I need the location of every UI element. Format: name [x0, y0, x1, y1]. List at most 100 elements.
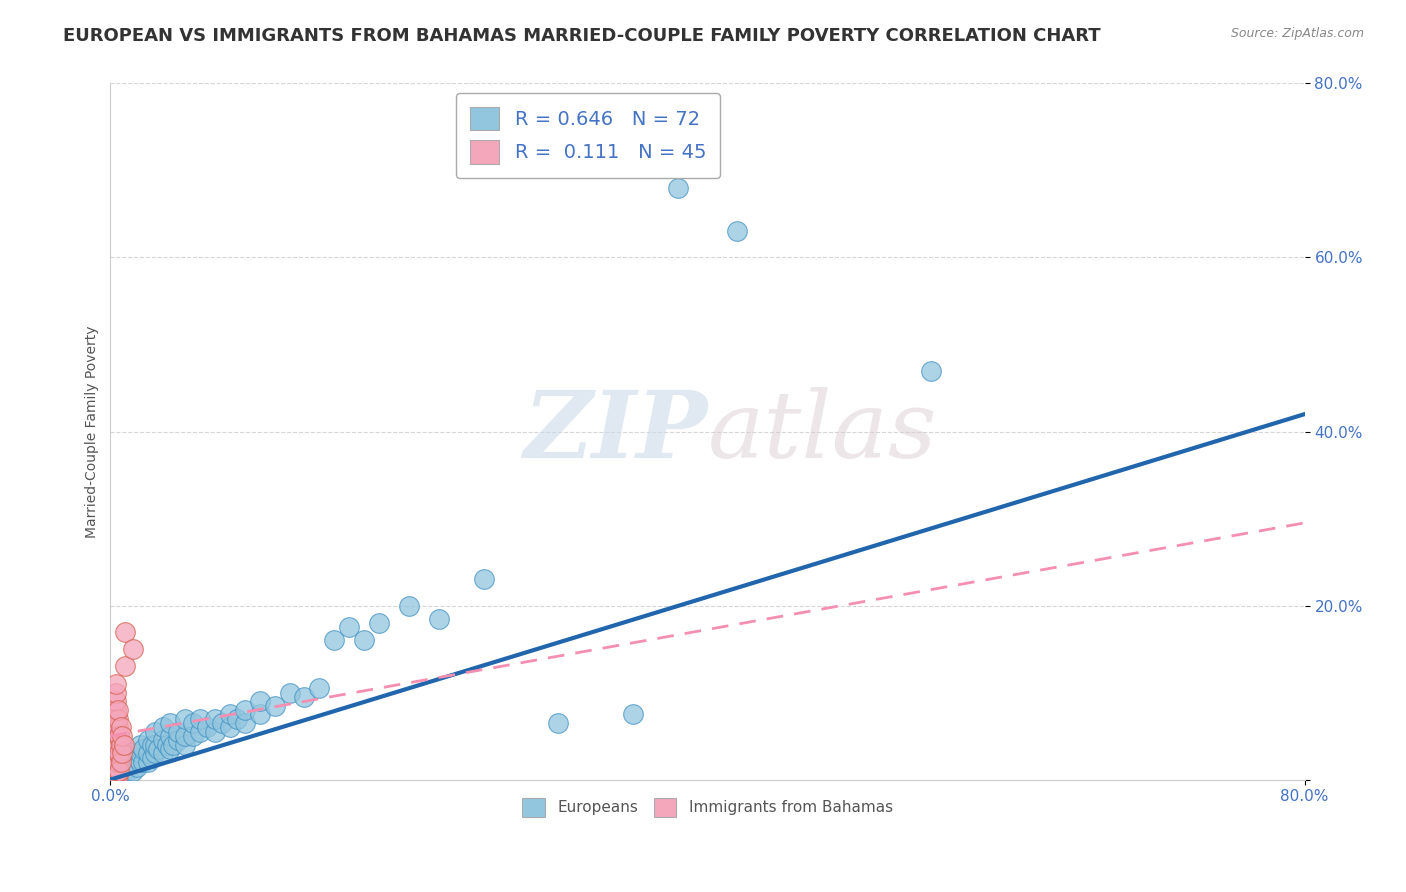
Point — [107, 755, 129, 769]
Point — [108, 729, 131, 743]
Point — [108, 747, 131, 761]
Point — [249, 707, 271, 722]
Point — [107, 764, 129, 778]
Point — [105, 729, 128, 743]
Point — [159, 729, 181, 743]
Point — [112, 738, 135, 752]
Point — [141, 738, 163, 752]
Point — [117, 751, 139, 765]
Point — [204, 712, 226, 726]
Point — [114, 624, 136, 639]
Point — [166, 724, 188, 739]
Point — [136, 733, 159, 747]
Point — [107, 729, 129, 743]
Point — [725, 224, 748, 238]
Point — [110, 764, 132, 778]
Point — [188, 712, 211, 726]
Point — [105, 703, 128, 717]
Point — [110, 720, 132, 734]
Point — [117, 764, 139, 778]
Text: ZIP: ZIP — [523, 386, 707, 476]
Point — [104, 738, 127, 752]
Point — [132, 755, 155, 769]
Point — [129, 747, 152, 761]
Point — [107, 747, 129, 761]
Point — [181, 716, 204, 731]
Point — [105, 755, 128, 769]
Point — [129, 738, 152, 752]
Point — [114, 764, 136, 778]
Y-axis label: Married-Couple Family Poverty: Married-Couple Family Poverty — [86, 326, 100, 538]
Point — [105, 764, 128, 778]
Point — [174, 729, 197, 743]
Point — [174, 738, 197, 752]
Point — [337, 620, 360, 634]
Point — [152, 733, 174, 747]
Point — [121, 755, 143, 769]
Point — [141, 751, 163, 765]
Point — [104, 755, 127, 769]
Point — [472, 573, 495, 587]
Point — [110, 738, 132, 752]
Point — [107, 712, 129, 726]
Point — [621, 707, 644, 722]
Point — [218, 707, 240, 722]
Text: atlas: atlas — [707, 386, 936, 476]
Point — [136, 755, 159, 769]
Point — [111, 747, 134, 761]
Point — [197, 720, 219, 734]
Point — [105, 677, 128, 691]
Point — [104, 768, 127, 782]
Point — [136, 747, 159, 761]
Point — [152, 747, 174, 761]
Text: Source: ZipAtlas.com: Source: ZipAtlas.com — [1230, 27, 1364, 40]
Point — [121, 642, 143, 657]
Point — [226, 712, 249, 726]
Point — [114, 755, 136, 769]
Point — [129, 755, 152, 769]
Point — [107, 703, 129, 717]
Point — [103, 764, 125, 778]
Point — [263, 698, 285, 713]
Point — [181, 729, 204, 743]
Point — [249, 694, 271, 708]
Point — [107, 738, 129, 752]
Point — [112, 759, 135, 773]
Point — [233, 716, 256, 731]
Point — [398, 599, 420, 613]
Point — [368, 615, 391, 630]
Point — [104, 720, 127, 734]
Point — [108, 764, 131, 778]
Point — [188, 724, 211, 739]
Point — [105, 768, 128, 782]
Point — [323, 633, 346, 648]
Point — [105, 720, 128, 734]
Point — [218, 720, 240, 734]
Point — [111, 729, 134, 743]
Point — [174, 712, 197, 726]
Point — [547, 716, 569, 731]
Point — [104, 729, 127, 743]
Legend: Europeans, Immigrants from Bahamas: Europeans, Immigrants from Bahamas — [515, 790, 900, 824]
Point — [104, 764, 127, 778]
Point — [294, 690, 316, 704]
Point — [110, 755, 132, 769]
Point — [353, 633, 375, 648]
Point — [105, 694, 128, 708]
Point — [107, 720, 129, 734]
Point — [308, 681, 330, 696]
Point — [104, 712, 127, 726]
Point — [162, 738, 184, 752]
Point — [103, 755, 125, 769]
Point — [211, 716, 233, 731]
Point — [104, 747, 127, 761]
Point — [103, 768, 125, 782]
Point — [143, 738, 166, 752]
Point — [233, 703, 256, 717]
Point — [148, 742, 170, 756]
Point — [114, 659, 136, 673]
Point — [156, 738, 179, 752]
Point — [427, 612, 450, 626]
Point — [278, 685, 301, 699]
Point — [159, 742, 181, 756]
